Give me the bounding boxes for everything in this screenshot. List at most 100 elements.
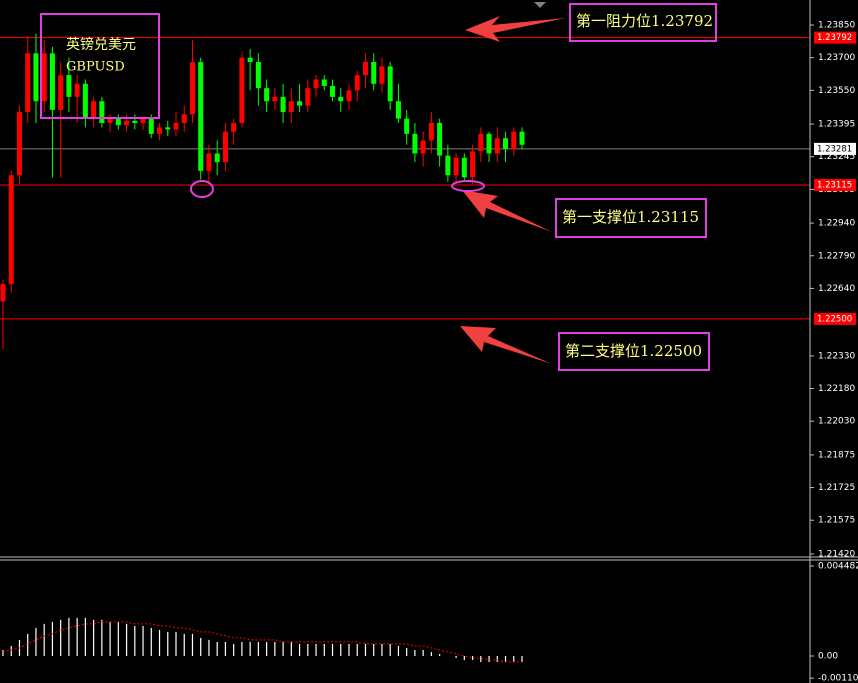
- candle-body: [503, 138, 509, 150]
- candle-body: [33, 53, 39, 102]
- annotation-box: [569, 3, 717, 42]
- price-label-bg: [814, 179, 856, 192]
- candle-body: [140, 118, 146, 123]
- candle-body: [297, 101, 303, 106]
- candle-body: [338, 96, 344, 102]
- arrow: [462, 190, 552, 232]
- arrow: [465, 16, 566, 42]
- candle-body: [379, 66, 385, 84]
- candle-body: [8, 175, 14, 285]
- candle-body: [231, 122, 237, 132]
- candle-body: [346, 90, 352, 102]
- price-label-bg: [814, 142, 856, 155]
- candle-body: [247, 57, 253, 63]
- y-tick-label: 1.23700: [818, 53, 855, 63]
- candle-body: [354, 75, 360, 91]
- price-label: 1.22500: [817, 314, 852, 324]
- candle-body: [371, 62, 377, 84]
- candle-body: [189, 62, 195, 115]
- candle-body: [173, 122, 179, 130]
- candle-body: [272, 96, 278, 102]
- candle-body: [330, 85, 336, 97]
- chart-title: 英镑兑美元: [66, 36, 136, 53]
- candle-body: [428, 122, 434, 141]
- candle-body: [74, 83, 80, 97]
- y-tick-label: 1.23395: [818, 120, 855, 130]
- candle-body: [420, 140, 426, 154]
- y-tick-label: 1.22180: [818, 384, 855, 394]
- signal-line: [2, 621, 522, 663]
- candle-body: [107, 118, 113, 123]
- candle-body: [25, 53, 31, 113]
- candle-body: [255, 62, 261, 89]
- y-tick-label: 1.21875: [818, 450, 855, 460]
- arrow: [460, 326, 552, 364]
- candle-body: [494, 138, 500, 154]
- candle-body: [404, 118, 410, 134]
- candle-body: [16, 112, 22, 176]
- title-box: [40, 13, 160, 119]
- annotation: 第一阻力位1.23792: [576, 12, 713, 30]
- y-tick-label: -0.001103: [818, 674, 858, 683]
- candle-body: [58, 75, 64, 110]
- candle-body: [0, 284, 6, 302]
- price-label-bg: [814, 31, 856, 44]
- candle-body: [214, 153, 220, 163]
- y-tick-label: 0.004482: [818, 562, 858, 572]
- candle-body: [280, 96, 286, 113]
- y-tick-label: 1.23850: [818, 21, 855, 31]
- y-tick-label: 1.21420: [818, 549, 855, 559]
- candle-body: [91, 101, 97, 119]
- candle-body: [478, 133, 484, 152]
- y-tick-label: 1.21725: [818, 483, 855, 493]
- candle-body: [148, 118, 154, 134]
- candle-body: [66, 75, 72, 97]
- candle-body: [239, 57, 245, 123]
- candle-body: [264, 88, 270, 102]
- candle-body: [198, 62, 204, 171]
- y-tick-label: 1.23550: [818, 86, 855, 96]
- chart-subtitle: GBPUSD: [66, 60, 125, 75]
- y-tick-label: 1.21575: [818, 516, 855, 526]
- highlight: [190, 180, 214, 198]
- candle-body: [412, 133, 418, 154]
- candle-body: [222, 131, 228, 163]
- candle-body: [82, 83, 88, 119]
- price-label: 1.23281: [817, 144, 852, 154]
- candle-body: [124, 120, 130, 126]
- candle-body: [132, 120, 138, 123]
- candle-body: [321, 79, 327, 86]
- highlight: [451, 180, 485, 192]
- candle-body: [49, 53, 55, 110]
- candle-body: [165, 127, 171, 130]
- candle-body: [288, 101, 294, 113]
- candle-body: [437, 122, 443, 156]
- y-tick-label: 1.22330: [818, 351, 855, 361]
- candle-body: [461, 157, 467, 178]
- price-label: 1.23115: [817, 181, 852, 191]
- candle-body: [313, 79, 319, 89]
- price-label: 1.23792: [817, 33, 852, 43]
- y-tick-label: 1.23245: [818, 152, 855, 162]
- candle-body: [486, 133, 492, 154]
- shift-marker: [534, 2, 546, 8]
- annotation-box: [558, 332, 710, 371]
- candle-body: [206, 153, 212, 171]
- candle-body: [453, 157, 459, 176]
- annotation: 第一支撑位1.23115: [562, 208, 699, 226]
- candle-body: [362, 62, 368, 76]
- y-tick-label: 1.22030: [818, 417, 855, 427]
- candle-body: [41, 53, 47, 102]
- candle-body: [519, 131, 525, 145]
- price-label-bg: [814, 312, 856, 325]
- candle-body: [181, 114, 187, 123]
- candle-body: [511, 131, 517, 150]
- candle-body: [387, 66, 393, 102]
- candle-body: [470, 151, 476, 178]
- plot: [0, 33, 810, 663]
- candle-body: [115, 118, 121, 126]
- y-tick-label: 0.00: [818, 651, 838, 661]
- candle-body: [445, 155, 451, 176]
